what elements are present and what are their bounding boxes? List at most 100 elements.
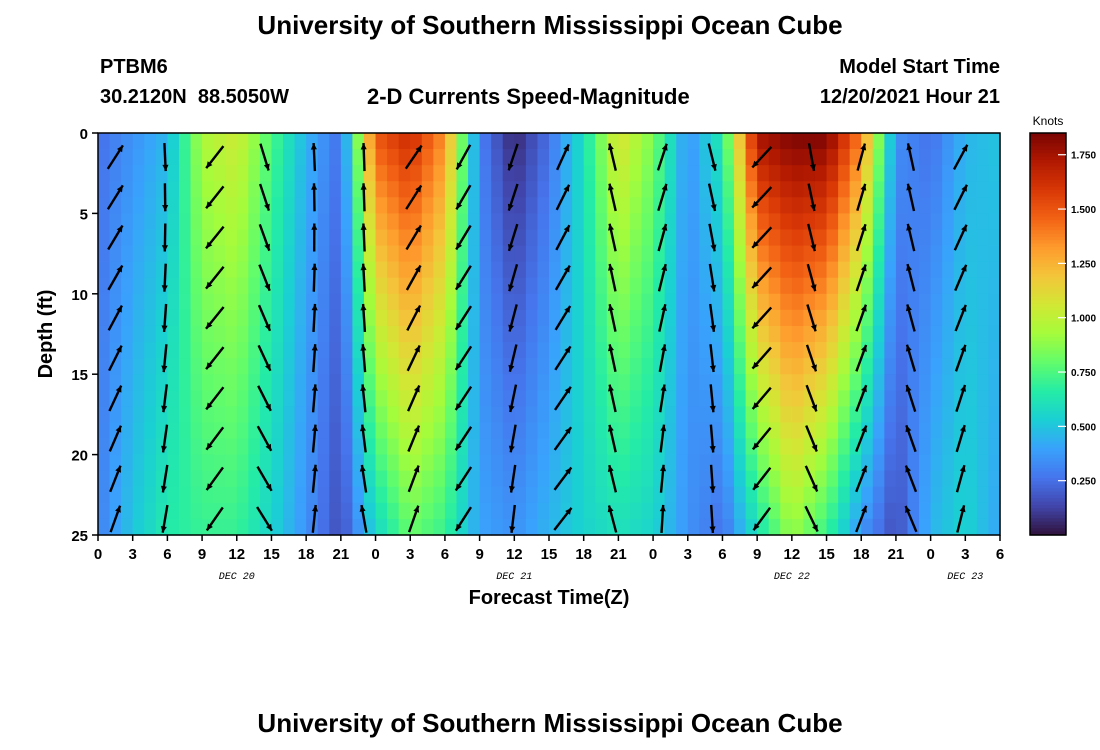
- heatmap-cell: [826, 406, 839, 424]
- heatmap-cell: [676, 149, 689, 166]
- heatmap-cell: [375, 454, 388, 472]
- heatmap-cell: [872, 358, 885, 375]
- arrow-head: [311, 303, 318, 311]
- heatmap-cell: [190, 181, 203, 198]
- heatmap-cell: [456, 422, 469, 440]
- heatmap-cell: [930, 342, 943, 359]
- heatmap-cell: [942, 325, 955, 343]
- heatmap-cell: [687, 325, 700, 343]
- heatmap-cell: [491, 165, 504, 182]
- heatmap-cell: [479, 325, 492, 343]
- heatmap-cell: [537, 245, 550, 263]
- heatmap-cell: [283, 245, 296, 263]
- current-arrow: [310, 143, 317, 172]
- heatmap-cell: [433, 342, 446, 359]
- colorbar-segment: [1030, 444, 1066, 449]
- arrow-head: [860, 224, 867, 232]
- heatmap-cell: [98, 181, 111, 198]
- heatmap-cell: [213, 406, 226, 424]
- heatmap-cell: [595, 486, 608, 504]
- heatmap-cell: [121, 374, 134, 391]
- heatmap-cell: [387, 245, 400, 263]
- heatmap-cell: [734, 358, 747, 375]
- heatmap-cell: [722, 406, 735, 424]
- heatmap-cell: [930, 213, 943, 231]
- heatmap-cell: [433, 165, 446, 182]
- heatmap-cell: [653, 213, 666, 231]
- heatmap-cell: [930, 309, 943, 327]
- heatmap-cell: [144, 165, 157, 182]
- heatmap-cell: [572, 293, 585, 311]
- heatmap-cell: [699, 293, 712, 311]
- heatmap-cell: [629, 454, 643, 472]
- heatmap-cell: [98, 229, 111, 247]
- arrow-head: [960, 264, 967, 272]
- arrow-head: [115, 505, 121, 513]
- current-arrow: [656, 143, 668, 171]
- heatmap-cell: [595, 502, 608, 520]
- colorbar-segment: [1030, 146, 1066, 151]
- heatmap-cell: [849, 325, 862, 343]
- heatmap-cell: [976, 149, 990, 166]
- heatmap-cell: [525, 245, 539, 263]
- heatmap-cell: [814, 342, 828, 359]
- heatmap-cell: [317, 277, 330, 295]
- heatmap-cell: [710, 454, 724, 472]
- arrow-head: [507, 163, 514, 171]
- colorbar-segment: [1030, 521, 1066, 526]
- heatmap-cell: [826, 133, 839, 150]
- arrow-head: [810, 324, 817, 332]
- heatmap-cell: [618, 277, 631, 295]
- heatmap-cell: [942, 277, 955, 295]
- arrow-head: [508, 405, 515, 412]
- heatmap-cell: [537, 438, 550, 456]
- heatmap-cell: [433, 438, 446, 456]
- heatmap-cell: [745, 422, 758, 440]
- heatmap-cell: [456, 293, 469, 311]
- heatmap-cell: [930, 406, 943, 424]
- heatmap-cell: [121, 245, 134, 263]
- heatmap-cell: [965, 454, 978, 472]
- heatmap-cell: [826, 165, 839, 182]
- heatmap-cell: [213, 197, 226, 214]
- heatmap-cell: [710, 181, 724, 198]
- colorbar-segment: [1030, 300, 1066, 305]
- colorbar-segment: [1030, 511, 1066, 516]
- heatmap-cell: [387, 325, 400, 343]
- heatmap-cell: [838, 438, 851, 456]
- current-arrow: [855, 223, 867, 252]
- heatmap-cell: [306, 309, 319, 327]
- arrow-head: [563, 184, 570, 192]
- heatmap-cell: [525, 374, 539, 391]
- heatmap-cell: [734, 390, 747, 407]
- heatmap-cell: [849, 406, 862, 424]
- heatmap-cell: [722, 438, 735, 456]
- heatmap-cell: [849, 245, 862, 263]
- heatmap-cell: [537, 165, 550, 182]
- heatmap-cell: [653, 293, 666, 311]
- colorbar-segment: [1030, 240, 1066, 245]
- arrow-head: [709, 405, 716, 413]
- heatmap-cell: [479, 470, 492, 488]
- heatmap-cell: [468, 470, 481, 488]
- colorbar-segment: [1030, 159, 1066, 164]
- current-arrow: [659, 464, 667, 493]
- heatmap-cell: [699, 454, 712, 472]
- heatmap-cell: [942, 422, 955, 440]
- colorbar-segment: [1030, 327, 1066, 332]
- x-tick-label: 0: [94, 546, 102, 563]
- heatmap-cell: [352, 406, 365, 424]
- current-arrow: [707, 183, 717, 212]
- heatmap-cell: [838, 470, 851, 488]
- heatmap-cell: [144, 325, 157, 343]
- heatmap-cell: [537, 518, 550, 536]
- y-tick-label: 0: [80, 126, 88, 143]
- heatmap-cell: [907, 165, 920, 182]
- heatmap-cell: [479, 438, 492, 456]
- current-arrow: [855, 505, 868, 533]
- heatmap-cell: [988, 229, 1001, 247]
- arrow-head: [161, 245, 168, 252]
- heatmap-cell: [595, 438, 608, 456]
- arrow-head: [162, 164, 169, 172]
- arrow-head: [564, 265, 570, 273]
